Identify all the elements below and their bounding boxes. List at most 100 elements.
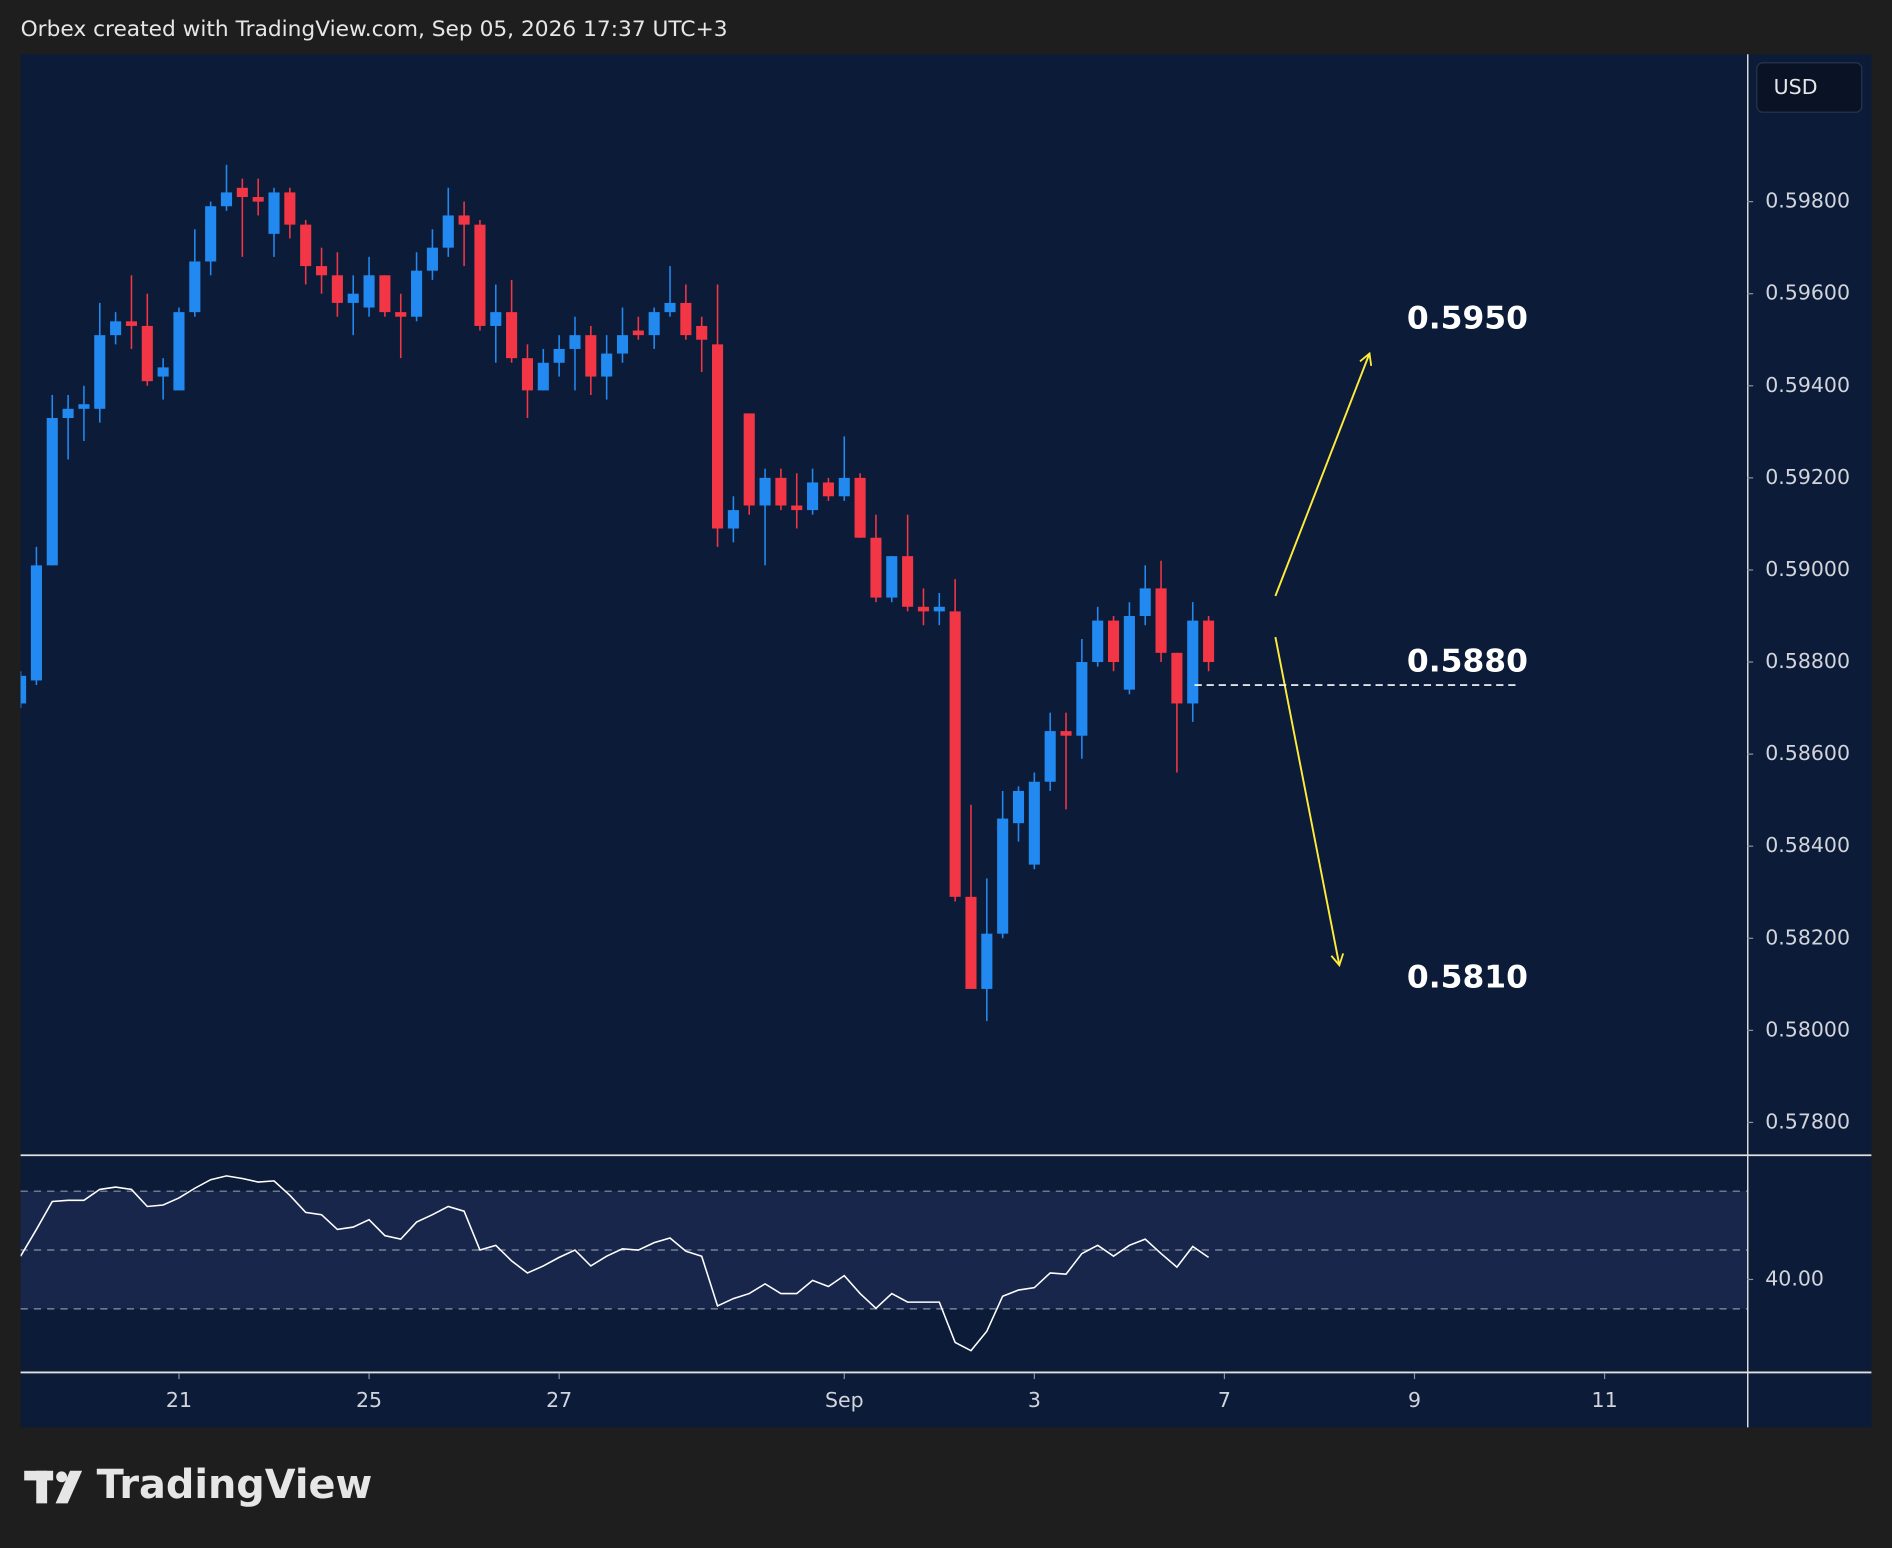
candle-body bbox=[426, 247, 438, 271]
y-tick-label: 0.58000 bbox=[1765, 1017, 1850, 1041]
candle-body bbox=[94, 335, 106, 409]
rsi-line bbox=[20, 1175, 1210, 1352]
candle-body bbox=[822, 482, 834, 497]
candle-body bbox=[775, 477, 787, 506]
candle-body bbox=[870, 537, 882, 598]
candle-body bbox=[886, 556, 898, 598]
candle-body bbox=[189, 261, 201, 313]
y-tick-label: 0.58800 bbox=[1765, 649, 1850, 673]
y-tick-label: 0.57800 bbox=[1765, 1109, 1850, 1133]
y-tick-label: 0.59200 bbox=[1765, 465, 1850, 489]
candle-body bbox=[363, 275, 375, 308]
candle-body bbox=[838, 477, 850, 497]
candle-body bbox=[205, 206, 217, 262]
candle-body bbox=[125, 321, 138, 326]
y-tick-label: 0.58400 bbox=[1765, 833, 1850, 857]
header: Orbex created with TradingView.com, Sep … bbox=[21, 17, 728, 42]
candle-body bbox=[648, 312, 660, 336]
candle-body bbox=[78, 404, 90, 409]
candle-body bbox=[1155, 588, 1167, 653]
y-tick-label: 0.59800 bbox=[1765, 189, 1850, 213]
axes: 0.59800 0.59600 0.59400 0.59200 0.59000 0.588… bbox=[166, 189, 1850, 1412]
x-tick-label: 7 bbox=[1218, 1388, 1231, 1412]
candle-body bbox=[949, 611, 961, 897]
candle-body bbox=[395, 312, 407, 317]
candle-body bbox=[411, 270, 423, 317]
candle-body bbox=[537, 362, 549, 391]
candle-body bbox=[569, 335, 581, 349]
candle-body bbox=[585, 335, 597, 377]
candle-body bbox=[1060, 731, 1072, 736]
candle-body bbox=[1107, 620, 1120, 663]
annotation: 0.5880 bbox=[1407, 643, 1528, 679]
arrow-up bbox=[1274, 351, 1373, 597]
y-tick-label: 0.59400 bbox=[1765, 373, 1850, 397]
x-tick-label: 9 bbox=[1408, 1388, 1421, 1412]
currency-badge bbox=[1756, 62, 1863, 113]
candle-body bbox=[173, 312, 185, 391]
candle-body bbox=[1028, 781, 1040, 865]
candle-body bbox=[379, 275, 391, 313]
candle-body bbox=[711, 344, 724, 529]
candle-body bbox=[442, 215, 454, 248]
candle-body bbox=[1203, 620, 1215, 663]
candle-body bbox=[157, 367, 169, 377]
x-tick-label: 21 bbox=[166, 1388, 192, 1412]
candle-body bbox=[1187, 620, 1199, 704]
candle-body bbox=[616, 335, 629, 354]
candle-body bbox=[807, 482, 819, 511]
candle-body bbox=[680, 302, 692, 336]
candle-body bbox=[601, 353, 613, 377]
candle-body bbox=[236, 187, 248, 198]
candle-body bbox=[331, 275, 343, 303]
y-tick-label: 0.59000 bbox=[1765, 557, 1850, 581]
y-tick-label: 0.59600 bbox=[1765, 281, 1850, 305]
brand: TradingView bbox=[97, 1462, 373, 1508]
candle-body bbox=[791, 505, 803, 511]
candle-body bbox=[997, 818, 1009, 934]
rsi-pane bbox=[20, 1190, 1748, 1310]
rsi bbox=[20, 1175, 1210, 1352]
candle-body bbox=[1123, 615, 1135, 690]
plot bbox=[20, 164, 1215, 1022]
candle-body bbox=[141, 325, 153, 382]
candle-body bbox=[664, 302, 676, 313]
candle-body bbox=[1092, 620, 1104, 663]
candle-body bbox=[696, 325, 708, 340]
x-tick-label: 3 bbox=[1028, 1388, 1041, 1412]
candle-body bbox=[902, 556, 914, 607]
candle-body bbox=[110, 321, 122, 336]
currency: USD bbox=[1774, 75, 1818, 99]
candle-body bbox=[743, 413, 755, 506]
x-tick-label: 27 bbox=[546, 1388, 572, 1412]
candle-body bbox=[965, 896, 977, 989]
y-tick-label: 0.58200 bbox=[1765, 925, 1850, 949]
candle-body bbox=[46, 418, 58, 566]
candle-body bbox=[727, 510, 739, 529]
candle-body bbox=[30, 565, 42, 681]
candle-body bbox=[506, 312, 518, 359]
candle-body bbox=[1044, 731, 1056, 782]
candle-body bbox=[252, 197, 264, 202]
annotation: 0.5950 bbox=[1407, 301, 1528, 337]
x-tick-label: 25 bbox=[356, 1388, 382, 1412]
candle-body bbox=[632, 330, 644, 336]
candle-body bbox=[315, 266, 328, 276]
candle-body bbox=[521, 358, 534, 391]
candle-body bbox=[284, 192, 296, 225]
candle-body bbox=[759, 477, 771, 506]
candle-body bbox=[854, 477, 866, 538]
arrow-down bbox=[1274, 636, 1345, 968]
candle-body bbox=[1139, 588, 1151, 616]
candle-body bbox=[933, 606, 945, 612]
candle-body bbox=[917, 606, 930, 612]
x-tick-label: Sep bbox=[825, 1388, 864, 1412]
y-tick-label: 40.00 bbox=[1765, 1266, 1824, 1290]
candle-body bbox=[458, 215, 470, 225]
candle-body bbox=[1076, 662, 1088, 736]
candle-body bbox=[20, 675, 27, 704]
candle-body bbox=[553, 348, 565, 363]
brand-logo bbox=[24, 1470, 83, 1504]
